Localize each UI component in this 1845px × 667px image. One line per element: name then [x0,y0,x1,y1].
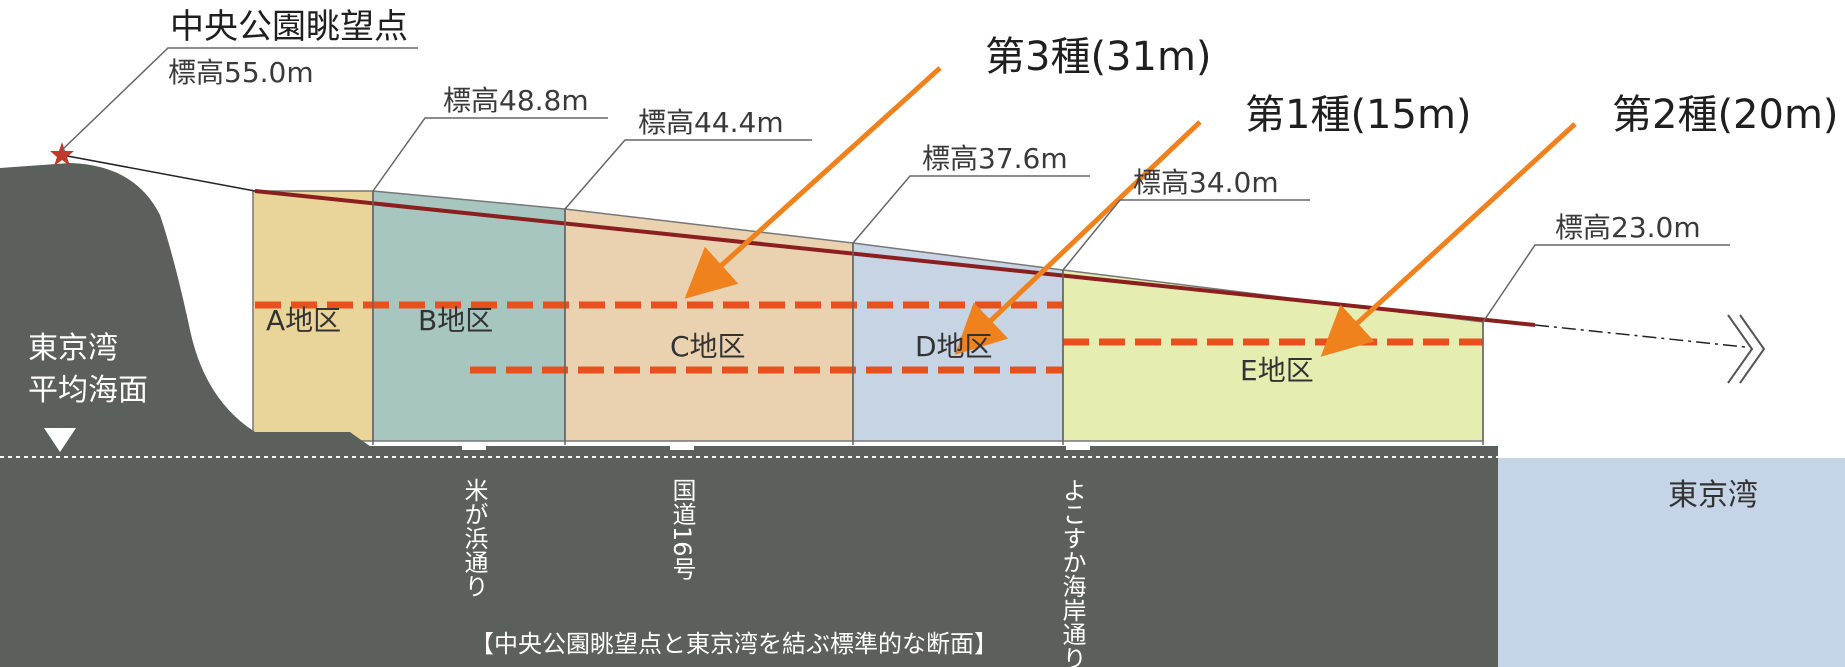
tokyo-bay-water [1498,458,1845,667]
ground-base [0,446,1498,667]
hill-ground [0,163,1498,448]
elevation-label-end: 標高23.0m [1555,211,1701,244]
road-label-kaigan: よこすか海岸通り [1058,478,1086,667]
sea-level-label-1: 東京湾 [28,331,118,366]
sea-level-label-2: 平均海面 [28,373,148,408]
elevation-label-e: 標高34.0m [1133,166,1279,199]
road-marker-route16 [670,442,694,450]
sightline-extension [1534,324,1746,348]
viewpoint-star-icon [50,142,74,166]
district-a-label: A地区 [266,304,341,337]
sightline-direction-icon [1727,314,1766,384]
road-label-yonegahama: 米が浜通り [460,478,488,598]
arrow-class2 [1320,122,1577,357]
height-class-1-label: 第1種(15m) [1245,92,1472,138]
leader-lines [61,47,1730,323]
arrow-class3 [684,66,942,299]
tokyo-bay-label: 東京湾 [1668,478,1758,513]
district-c-label: C地区 [670,330,746,363]
road-marker-yonegahama [462,442,486,450]
sightline-red [254,189,1536,327]
height-class-2-label: 第2種(20m) [1612,92,1839,138]
dimension-lines [372,191,1484,445]
viewpoint-elevation: 標高55.0m [168,56,314,89]
arrow-class1 [954,120,1202,355]
district-e-label: E地区 [1240,354,1314,387]
district-c-block [564,208,854,442]
district-d-label: D地区 [915,330,993,363]
district-b-label: B地区 [418,304,493,337]
sightline-thin [61,154,256,192]
elevation-label-d: 標高37.6m [922,142,1068,175]
sea-level-triangle-icon [44,428,76,452]
road-marker-kaigan [1066,442,1090,450]
height-class-3-label: 第3種(31m) [985,34,1212,80]
elevation-label-b: 標高48.8m [443,84,589,117]
viewpoint-name: 中央公園眺望点 [170,7,408,47]
caption: 【中央公園眺望点と東京湾を結ぶ標準的な断面】 [470,630,998,658]
elevation-label-c: 標高44.4m [638,106,784,139]
road-label-route16: 国道16号 [668,478,696,581]
